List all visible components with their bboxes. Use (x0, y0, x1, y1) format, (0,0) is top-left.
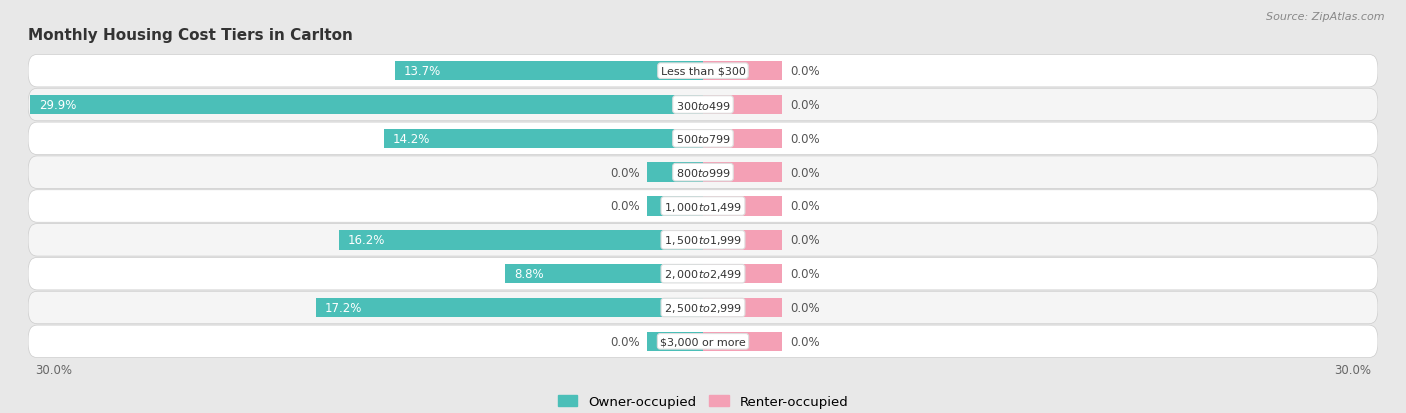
FancyBboxPatch shape (28, 258, 1378, 290)
Text: 0.0%: 0.0% (610, 166, 640, 179)
Text: $3,000 or more: $3,000 or more (661, 337, 745, 347)
Text: 14.2%: 14.2% (392, 133, 430, 145)
Text: 29.9%: 29.9% (39, 99, 77, 112)
FancyBboxPatch shape (28, 190, 1378, 223)
Bar (703, 298, 782, 318)
Text: 0.0%: 0.0% (790, 234, 820, 247)
Text: $1,000 to $1,499: $1,000 to $1,499 (664, 200, 742, 213)
FancyBboxPatch shape (28, 157, 1378, 189)
Bar (384, 129, 703, 149)
Bar (647, 332, 703, 351)
Bar (703, 95, 782, 115)
Text: 0.0%: 0.0% (790, 133, 820, 145)
FancyBboxPatch shape (28, 89, 1378, 121)
Bar (339, 230, 703, 250)
Legend: Owner-occupied, Renter-occupied: Owner-occupied, Renter-occupied (553, 390, 853, 413)
Bar (703, 230, 782, 250)
FancyBboxPatch shape (28, 292, 1378, 324)
Bar (395, 62, 703, 81)
Text: 0.0%: 0.0% (790, 65, 820, 78)
Bar (31, 95, 703, 115)
Text: 30.0%: 30.0% (1334, 363, 1371, 376)
FancyBboxPatch shape (28, 325, 1378, 358)
Text: $300 to $499: $300 to $499 (675, 99, 731, 111)
FancyBboxPatch shape (28, 123, 1378, 155)
Text: $800 to $999: $800 to $999 (675, 167, 731, 179)
Bar (703, 264, 782, 284)
FancyBboxPatch shape (28, 55, 1378, 88)
Text: 0.0%: 0.0% (790, 166, 820, 179)
Text: $500 to $799: $500 to $799 (675, 133, 731, 145)
Text: 0.0%: 0.0% (790, 301, 820, 314)
Bar (703, 129, 782, 149)
Text: $1,500 to $1,999: $1,500 to $1,999 (664, 234, 742, 247)
Bar (647, 163, 703, 183)
Text: 30.0%: 30.0% (35, 363, 72, 376)
Bar (505, 264, 703, 284)
Text: 17.2%: 17.2% (325, 301, 363, 314)
Text: 0.0%: 0.0% (610, 335, 640, 348)
Text: 8.8%: 8.8% (515, 268, 544, 280)
FancyBboxPatch shape (28, 224, 1378, 256)
Text: 13.7%: 13.7% (404, 65, 441, 78)
Bar (703, 332, 782, 351)
Text: Source: ZipAtlas.com: Source: ZipAtlas.com (1267, 12, 1385, 22)
Text: 0.0%: 0.0% (790, 268, 820, 280)
Text: $2,000 to $2,499: $2,000 to $2,499 (664, 268, 742, 280)
Bar (703, 197, 782, 216)
Text: 0.0%: 0.0% (790, 200, 820, 213)
Text: $2,500 to $2,999: $2,500 to $2,999 (664, 301, 742, 314)
Bar (647, 197, 703, 216)
Bar (703, 62, 782, 81)
Text: 0.0%: 0.0% (790, 335, 820, 348)
Text: Less than $300: Less than $300 (661, 66, 745, 76)
Bar (316, 298, 703, 318)
Text: 0.0%: 0.0% (790, 99, 820, 112)
Text: 16.2%: 16.2% (347, 234, 385, 247)
Text: 0.0%: 0.0% (610, 200, 640, 213)
Bar (703, 163, 782, 183)
Text: Monthly Housing Cost Tiers in Carlton: Monthly Housing Cost Tiers in Carlton (28, 28, 353, 43)
